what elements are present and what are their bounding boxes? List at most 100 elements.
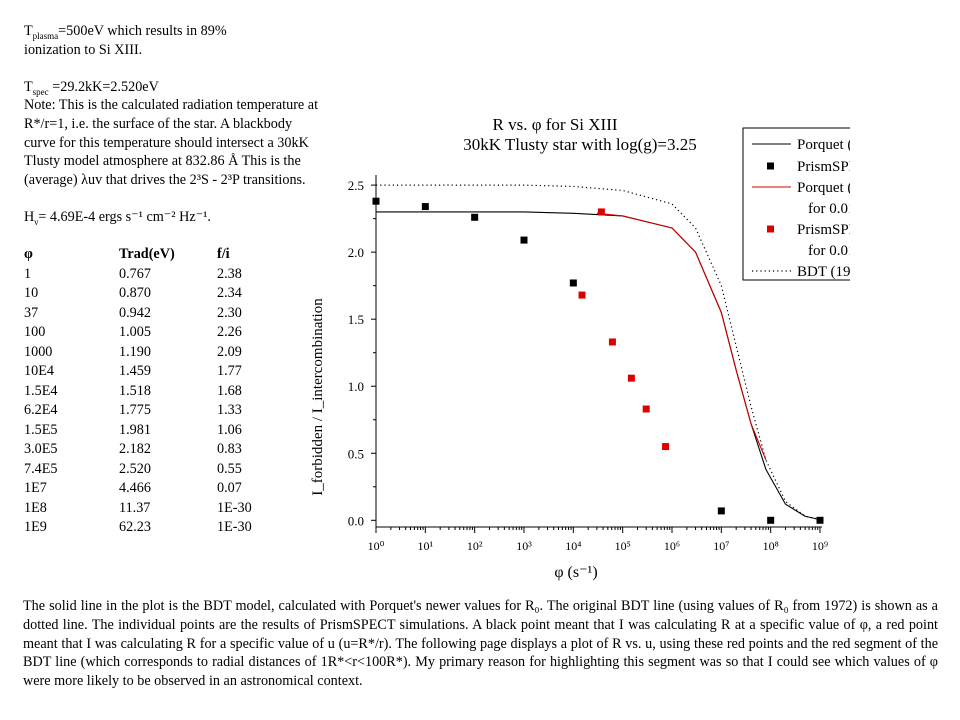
table-cell: 1.5E4 [24, 382, 58, 399]
legend-label: BDT (1972) [797, 264, 850, 280]
y-tick-label: 2.0 [348, 245, 364, 260]
y-tick-label: 0.0 [348, 513, 364, 528]
x-tick-label: 10⁶ [664, 539, 680, 553]
x-tick-label: 10¹ [418, 539, 434, 553]
tspec-text: =29.2kK=2.520eV [48, 78, 159, 95]
table-row: 37 0.942 2.30 [24, 304, 252, 324]
table-cell: 11.37 [119, 499, 151, 516]
data-point [372, 197, 380, 205]
legend-label: PrismSPECT R [797, 159, 850, 175]
data-point [578, 291, 586, 299]
table-cell: 1.77 [217, 363, 242, 380]
table-header-0: φ [24, 246, 33, 263]
table-cell: 100 [24, 324, 46, 341]
data-point [662, 443, 670, 451]
y-axis-label: I_forbidden / I_intercombination [310, 298, 326, 496]
legend-label: for 0.01<u<1 [808, 201, 850, 217]
tplasma-line-2: ionization to Si XIII. [24, 41, 143, 58]
table-row: 1E7 4.466 0.07 [24, 479, 252, 499]
table-row: 1.5E5 1.981 1.06 [24, 421, 252, 441]
data-point [597, 208, 605, 216]
x-tick-label: 10⁰ [368, 539, 385, 553]
table-cell: 37 [24, 304, 39, 321]
h-text: = 4.69E-4 ergs s⁻¹ cm⁻² Hz⁻¹. [38, 208, 211, 225]
table-cell: 0.870 [119, 285, 151, 302]
data-point [816, 516, 824, 524]
table-cell: 10 [24, 285, 39, 302]
data-point [642, 405, 650, 413]
x-axis-label: φ (s⁻¹) [554, 564, 597, 581]
table-cell: 0.942 [119, 304, 151, 321]
chart-subtitle: 30kK Tlusty star with log(g)=3.25 [463, 135, 697, 154]
table-header-1: Trad(eV) [119, 246, 175, 263]
table-row: 6.2E4 1.775 1.33 [24, 401, 252, 421]
data-point [569, 279, 577, 287]
table-cell: 1.33 [217, 402, 242, 419]
table-cell: 6.2E4 [24, 402, 58, 419]
table-cell: 2.182 [119, 441, 151, 458]
table-row: 1.5E4 1.518 1.68 [24, 382, 252, 402]
table-cell: 1.06 [217, 421, 242, 438]
note-paragraph: Note: This is the calculated radiation t… [24, 97, 319, 188]
table-cell: 1.459 [119, 363, 151, 380]
table-cell: 1E7 [24, 480, 47, 497]
legend-label: for 0.01<u<1 [808, 243, 850, 259]
series-line-4 [376, 184, 821, 521]
table-cell: 1.68 [217, 382, 242, 399]
legend: Porquet (2001) PrismSPECT R Porquet (2001)… [742, 127, 850, 281]
x-tick-label: 10³ [516, 539, 532, 553]
x-tick-label: 10² [467, 539, 483, 553]
radiation-table: φ Trad(eV) f/i 1 0.767 2.38 10 0.870 2.34 37 0.94… [24, 245, 252, 538]
x-tick-label: 10⁴ [565, 539, 581, 553]
table-row: 1E9 62.23 1E-30 [24, 518, 252, 538]
table-cell: 1.005 [119, 324, 151, 341]
x-tick-label: 10⁹ [812, 539, 828, 553]
table-row: 7.4E5 2.520 0.55 [24, 460, 252, 480]
table-cell: 2.38 [217, 265, 242, 282]
y-tick-label: 1.5 [348, 312, 364, 327]
legend-swatch [767, 162, 774, 170]
table-cell: 2.34 [217, 285, 242, 302]
table-cell: 0.55 [217, 460, 242, 477]
table-row: 100 1.005 2.26 [24, 323, 252, 343]
chart: R vs. φ for Si XIII 30kK Tlusty star wit… [310, 115, 850, 581]
table-cell: 1.190 [119, 343, 151, 360]
data-point [608, 338, 616, 346]
table-row: 10 0.870 2.34 [24, 284, 252, 304]
table-cell: 1E-30 [217, 499, 252, 516]
legend-label: PrismSPECT R [797, 222, 850, 238]
table-row: 10E4 1.459 1.77 [24, 362, 252, 382]
data-point [421, 203, 429, 211]
data-point [767, 516, 775, 524]
tplasma-line: Tplasma=500eV which results in 89% [24, 23, 227, 41]
table-cell: 1 [24, 265, 32, 282]
table-cell: 1.775 [119, 402, 151, 419]
data-point [717, 507, 725, 515]
axes: 0.0 0.5 1.0 1.5 2.0 2.5 10⁰ 10¹ 10² 10³ 10⁴ 10⁵ 10⁶ 1… [348, 175, 828, 553]
legend-label: Porquet (2001) [797, 180, 850, 196]
table-cell: 1000 [24, 343, 53, 360]
table-cell: 2.520 [119, 460, 151, 477]
tplasma-text: =500eV which results in 89% [58, 23, 227, 39]
table-cell: 1E8 [24, 499, 47, 516]
data-point [520, 236, 528, 244]
table-cell: 0.07 [217, 480, 242, 497]
table-row: 1000 1.190 2.09 [24, 343, 252, 363]
y-tick-label: 2.5 [348, 178, 364, 193]
series-layer [372, 184, 824, 524]
y-tick-label: 0.5 [348, 446, 364, 461]
table-cell: 3.0E5 [24, 441, 58, 458]
table-cell: 1.5E5 [24, 421, 58, 438]
data-point [471, 213, 479, 221]
table-row: 1 0.767 2.38 [24, 265, 252, 285]
table-cell: 1.518 [119, 382, 151, 399]
tspec-line: Tspec =29.2kK=2.520eV [24, 78, 159, 97]
table-cell: 2.26 [217, 324, 242, 341]
series-line-2 [596, 212, 767, 461]
legend-label: Porquet (2001) [797, 137, 850, 153]
bottom-paragraph: The solid line in the plot is the BDT mo… [23, 598, 938, 690]
table-cell: 0.83 [217, 441, 242, 458]
table-cell: 10E4 [24, 363, 54, 380]
x-tick-label: 10⁷ [713, 539, 729, 553]
table-cell: 1E9 [24, 519, 47, 536]
